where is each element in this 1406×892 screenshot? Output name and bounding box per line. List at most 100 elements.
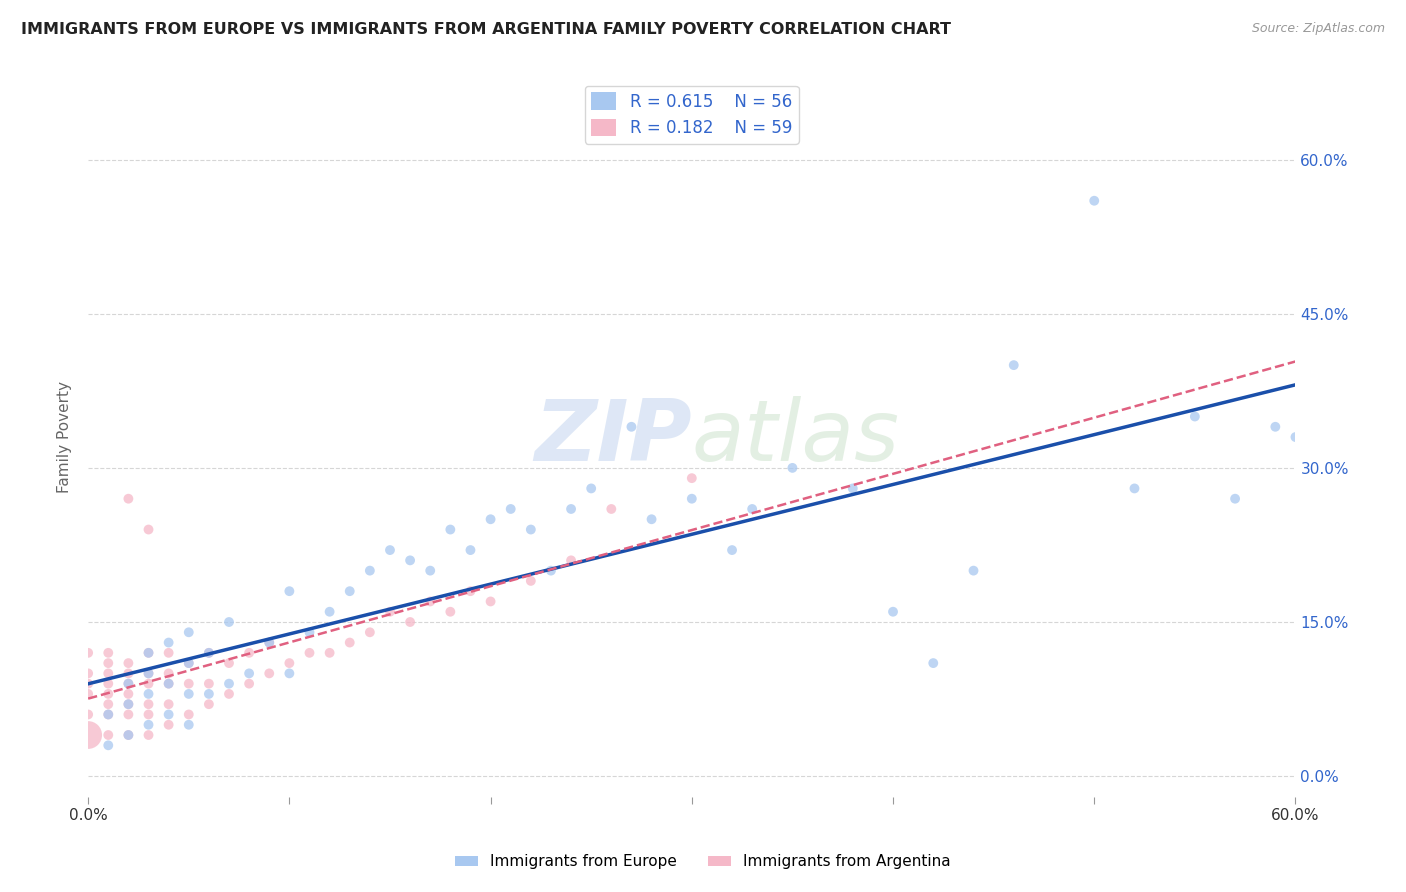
Point: [339, 584, 361, 599]
Point: [117, 676, 139, 690]
Point: [77, 687, 100, 701]
Point: [138, 523, 160, 537]
Point: [640, 512, 662, 526]
Point: [117, 676, 139, 690]
Point: [157, 676, 180, 690]
Point: [540, 564, 562, 578]
Point: [138, 697, 160, 711]
Point: [782, 461, 804, 475]
Point: [117, 728, 139, 742]
Point: [298, 646, 321, 660]
Point: [117, 697, 139, 711]
Point: [278, 656, 301, 670]
Point: [1284, 430, 1306, 444]
Text: ZIP: ZIP: [534, 395, 692, 478]
Point: [721, 543, 744, 558]
Point: [842, 482, 865, 496]
Legend: R = 0.615    N = 56, R = 0.182    N = 59: R = 0.615 N = 56, R = 0.182 N = 59: [585, 86, 799, 144]
Point: [378, 605, 401, 619]
Point: [278, 666, 301, 681]
Point: [157, 666, 180, 681]
Point: [77, 728, 100, 742]
Point: [460, 543, 482, 558]
Point: [177, 718, 200, 732]
Point: [117, 491, 139, 506]
Point: [97, 728, 120, 742]
Point: [218, 687, 240, 701]
Point: [399, 615, 422, 629]
Point: [218, 656, 240, 670]
Point: [97, 707, 120, 722]
Point: [460, 584, 482, 599]
Point: [97, 666, 120, 681]
Point: [97, 697, 120, 711]
Point: [77, 646, 100, 660]
Point: [177, 656, 200, 670]
Point: [922, 656, 945, 670]
Point: [419, 564, 441, 578]
Point: [198, 697, 221, 711]
Point: [157, 697, 180, 711]
Point: [479, 512, 502, 526]
Point: [419, 594, 441, 608]
Point: [157, 707, 180, 722]
Point: [157, 646, 180, 660]
Point: [138, 646, 160, 660]
Point: [257, 635, 280, 649]
Point: [378, 543, 401, 558]
Point: [339, 635, 361, 649]
Point: [681, 471, 703, 485]
Point: [579, 482, 602, 496]
Point: [218, 676, 240, 690]
Point: [439, 523, 461, 537]
Point: [97, 656, 120, 670]
Point: [77, 707, 100, 722]
Point: [962, 564, 984, 578]
Point: [318, 646, 340, 660]
Point: [138, 707, 160, 722]
Point: [560, 502, 582, 516]
Point: [359, 564, 381, 578]
Point: [600, 502, 623, 516]
Point: [97, 646, 120, 660]
Point: [177, 656, 200, 670]
Point: [97, 676, 120, 690]
Y-axis label: Family Poverty: Family Poverty: [58, 381, 72, 493]
Point: [318, 605, 340, 619]
Point: [138, 676, 160, 690]
Point: [138, 728, 160, 742]
Point: [138, 687, 160, 701]
Point: [359, 625, 381, 640]
Point: [238, 666, 260, 681]
Point: [117, 707, 139, 722]
Point: [77, 666, 100, 681]
Point: [138, 646, 160, 660]
Point: [177, 687, 200, 701]
Point: [157, 718, 180, 732]
Point: [177, 676, 200, 690]
Point: [479, 594, 502, 608]
Point: [520, 523, 543, 537]
Point: [117, 728, 139, 742]
Point: [157, 635, 180, 649]
Point: [138, 666, 160, 681]
Point: [439, 605, 461, 619]
Point: [97, 707, 120, 722]
Text: IMMIGRANTS FROM EUROPE VS IMMIGRANTS FROM ARGENTINA FAMILY POVERTY CORRELATION C: IMMIGRANTS FROM EUROPE VS IMMIGRANTS FRO…: [21, 22, 950, 37]
Point: [157, 676, 180, 690]
Text: atlas: atlas: [692, 395, 900, 478]
Point: [560, 553, 582, 567]
Point: [177, 707, 200, 722]
Point: [198, 687, 221, 701]
Text: Source: ZipAtlas.com: Source: ZipAtlas.com: [1251, 22, 1385, 36]
Point: [620, 419, 643, 434]
Point: [198, 646, 221, 660]
Point: [257, 666, 280, 681]
Point: [399, 553, 422, 567]
Point: [117, 687, 139, 701]
Point: [298, 625, 321, 640]
Point: [77, 676, 100, 690]
Legend: Immigrants from Europe, Immigrants from Argentina: Immigrants from Europe, Immigrants from …: [450, 848, 956, 875]
Point: [138, 666, 160, 681]
Point: [198, 646, 221, 660]
